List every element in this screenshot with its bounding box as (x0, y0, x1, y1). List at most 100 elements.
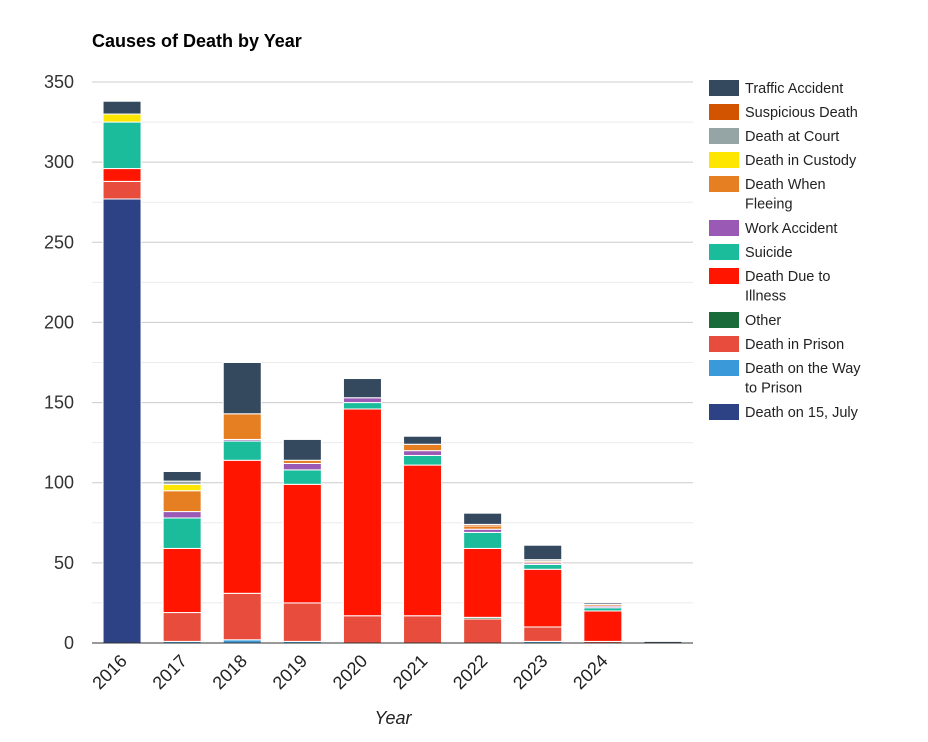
legend-item: Death in Custody (709, 152, 857, 169)
legend-item: Death at Court (709, 128, 839, 145)
legend-item: Work Accident (709, 220, 837, 237)
x-tick-label: 2021 (389, 651, 431, 693)
legend-swatch (709, 244, 739, 260)
bar-segment (282, 602, 322, 642)
x-tick-label: 2019 (269, 651, 311, 693)
legend-label: Death When (745, 177, 826, 193)
legend-label: Death on the Way (745, 361, 861, 377)
legend-label: Death at Court (745, 129, 839, 145)
bar-segment (282, 462, 322, 471)
bar-segment (282, 469, 322, 485)
bar-segment (463, 547, 503, 618)
legend-label: Death in Prison (745, 337, 844, 353)
legend-label: Death Due to (745, 269, 830, 285)
legend-item: Death on 15, July (709, 404, 859, 421)
y-axis-ticks: 0 50 100 150 200 250 300 350 (44, 72, 74, 653)
legend-item: Traffic Accident (709, 80, 843, 97)
bar-segment (222, 362, 262, 415)
bar-segment (403, 435, 443, 445)
x-tick-label: 2023 (509, 651, 551, 693)
x-axis-title: Year (374, 708, 412, 728)
bar-segment (102, 100, 142, 115)
chart-title: Causes of Death by Year (92, 31, 302, 51)
bar-segment (162, 517, 202, 549)
bar-segment (102, 198, 142, 644)
bar-segment (282, 438, 322, 461)
bar-segment (463, 618, 503, 644)
legend-label: Work Accident (745, 221, 837, 237)
bar-segment (162, 490, 202, 513)
bar-segment (342, 408, 382, 617)
x-tick-label: 2017 (149, 651, 191, 693)
legend: Traffic Accident Suspicious Death Death at… (709, 80, 861, 421)
bar-segment (463, 512, 503, 525)
bar-segment (102, 113, 142, 123)
bar-segment (162, 511, 202, 519)
y-tick-label: 200 (44, 312, 74, 332)
legend-item: Other (709, 312, 781, 329)
bar-segment (523, 563, 563, 570)
legend-swatch (709, 336, 739, 352)
x-tick-label: 2024 (569, 651, 611, 693)
legend-swatch (709, 220, 739, 236)
y-tick-label: 300 (44, 152, 74, 172)
legend-item: Suspicious Death (709, 104, 858, 121)
bar-segment (162, 612, 202, 642)
legend-item: Suicide (709, 244, 793, 261)
legend-item: Death When Fleeing (709, 176, 826, 213)
bar-segment (342, 402, 382, 410)
legend-label: to Prison (745, 381, 802, 397)
legend-label: Illness (745, 289, 786, 305)
legend-swatch (709, 128, 739, 144)
bar-segment (102, 180, 142, 200)
bar-segment (162, 547, 202, 614)
legend-swatch (709, 104, 739, 120)
bar-segment (523, 544, 563, 561)
bar-segment (342, 378, 382, 399)
legend-swatch (709, 268, 739, 284)
bar-segment (583, 610, 623, 642)
bar-segment (222, 592, 262, 641)
bar-segment (282, 483, 322, 604)
bar-segment (523, 626, 563, 642)
bar-segment (403, 454, 443, 466)
y-tick-label: 150 (44, 393, 74, 413)
bar-segment (403, 443, 443, 452)
legend-swatch (709, 176, 739, 192)
legend-swatch (709, 312, 739, 328)
legend-label: Traffic Accident (745, 81, 843, 97)
bar-segment (222, 459, 262, 594)
y-tick-label: 250 (44, 232, 74, 252)
y-tick-label: 350 (44, 72, 74, 92)
x-tick-label: 2020 (329, 651, 371, 693)
bar-segment (102, 121, 142, 170)
legend-label: Death on 15, July (745, 405, 859, 421)
bar-segment (162, 483, 202, 492)
x-tick-label: 2016 (88, 651, 130, 693)
bar-segment (222, 413, 262, 440)
bar-segment (583, 602, 623, 606)
legend-swatch (709, 360, 739, 376)
legend-label: Other (745, 313, 781, 329)
x-tick-label: 2018 (209, 651, 251, 693)
legend-label: Suicide (745, 245, 793, 261)
bars (102, 100, 683, 644)
grid-lines (92, 81, 693, 604)
bar-segment (222, 440, 262, 461)
legend-item: Death in Prison (709, 336, 844, 353)
bar-segment (403, 615, 443, 644)
legend-label: Suspicious Death (745, 105, 858, 121)
bar-segment (162, 470, 202, 482)
bar-segment (403, 464, 443, 617)
y-tick-label: 100 (44, 473, 74, 493)
bar-segment (403, 450, 443, 456)
legend-item: Death Due to Illness (709, 268, 830, 305)
x-tick-label: 2022 (449, 651, 491, 693)
legend-swatch (709, 152, 739, 168)
bar-segment (523, 568, 563, 628)
legend-swatch (709, 404, 739, 420)
legend-label: Fleeing (745, 197, 793, 213)
bar-segment (342, 615, 382, 644)
bar-segment (342, 397, 382, 404)
